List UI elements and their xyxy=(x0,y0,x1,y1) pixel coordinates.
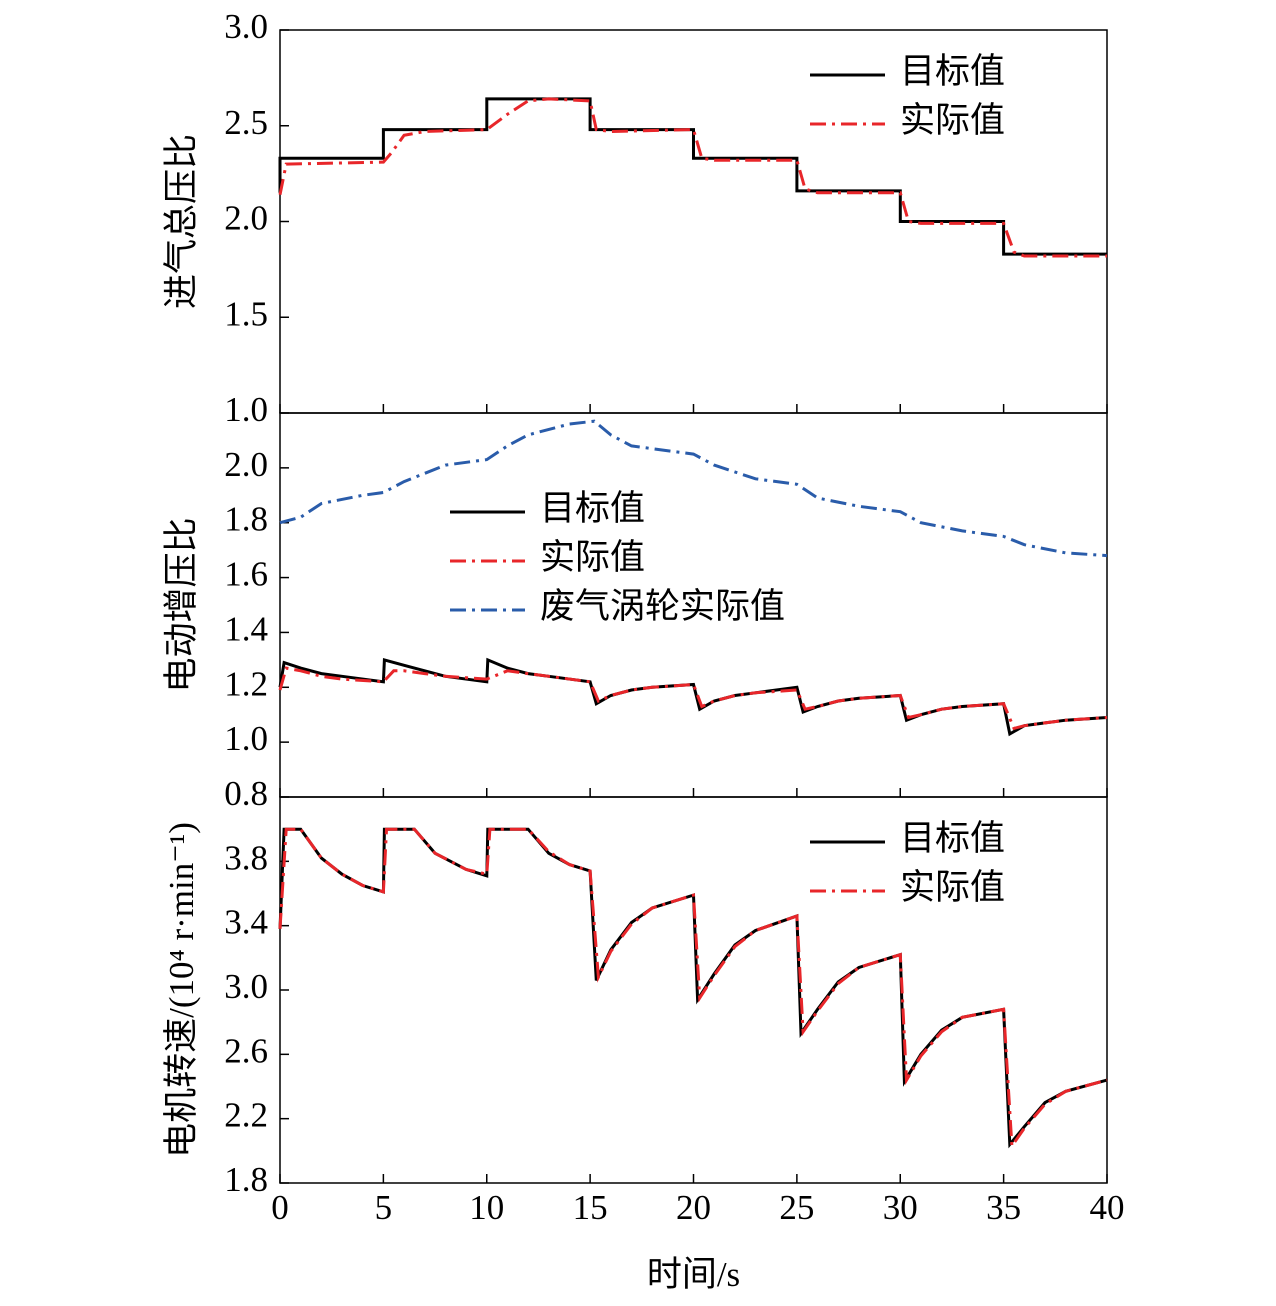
legend-label: 实际值 xyxy=(900,868,1005,907)
legend-label: 目标值 xyxy=(540,489,645,528)
x-tick-label: 5 xyxy=(375,1188,393,1227)
x-tick-label: 30 xyxy=(883,1188,918,1227)
y-tick-label: 2.2 xyxy=(224,1096,268,1135)
y-tick-label: 1.0 xyxy=(224,719,268,758)
y-tick-label: 3.0 xyxy=(224,967,268,1006)
x-tick-label: 25 xyxy=(779,1188,814,1227)
y-tick-label: 1.0 xyxy=(224,390,268,429)
y-axis-label: 电机转速/(10⁴ r·min⁻¹) xyxy=(162,822,201,1158)
y-tick-label: 1.8 xyxy=(224,500,268,539)
legend-label: 实际值 xyxy=(900,101,1005,140)
x-tick-label: 0 xyxy=(271,1188,289,1227)
x-tick-label: 10 xyxy=(469,1188,504,1227)
data-line xyxy=(278,827,1108,1151)
y-tick-label: 1.8 xyxy=(224,1160,268,1199)
x-tick-label: 15 xyxy=(573,1188,608,1227)
data-line xyxy=(279,419,1108,558)
x-axis-label: 时间/s xyxy=(647,1255,740,1294)
x-tick-label: 40 xyxy=(1090,1188,1125,1227)
legend-label: 实际值 xyxy=(540,538,645,577)
data-line xyxy=(278,97,1107,256)
y-tick-label: 1.6 xyxy=(224,555,268,594)
legend-label: 目标值 xyxy=(900,819,1005,858)
y-axis-label: 电动增压比 xyxy=(162,517,201,692)
y-tick-label: 3.0 xyxy=(224,7,268,46)
y-tick-label: 2.5 xyxy=(224,103,268,142)
y-tick-label: 0.8 xyxy=(224,774,268,813)
y-tick-label: 3.8 xyxy=(224,838,268,877)
y-tick-label: 2.6 xyxy=(224,1031,268,1070)
data-line xyxy=(278,97,1107,258)
y-axis-label: 进气总压比 xyxy=(162,134,201,309)
y-tick-label: 2.0 xyxy=(224,445,268,484)
y-tick-label: 3.4 xyxy=(224,903,268,942)
y-tick-label: 2.0 xyxy=(224,199,268,238)
y-tick-label: 1.4 xyxy=(224,609,268,648)
y-tick-label: 1.5 xyxy=(224,294,268,333)
x-tick-label: 20 xyxy=(676,1188,711,1227)
legend-label: 目标值 xyxy=(900,52,1005,91)
legend-label: 废气涡轮实际值 xyxy=(540,587,785,626)
x-tick-label: 35 xyxy=(986,1188,1021,1227)
y-tick-label: 1.2 xyxy=(224,664,268,703)
data-line xyxy=(278,666,1108,731)
